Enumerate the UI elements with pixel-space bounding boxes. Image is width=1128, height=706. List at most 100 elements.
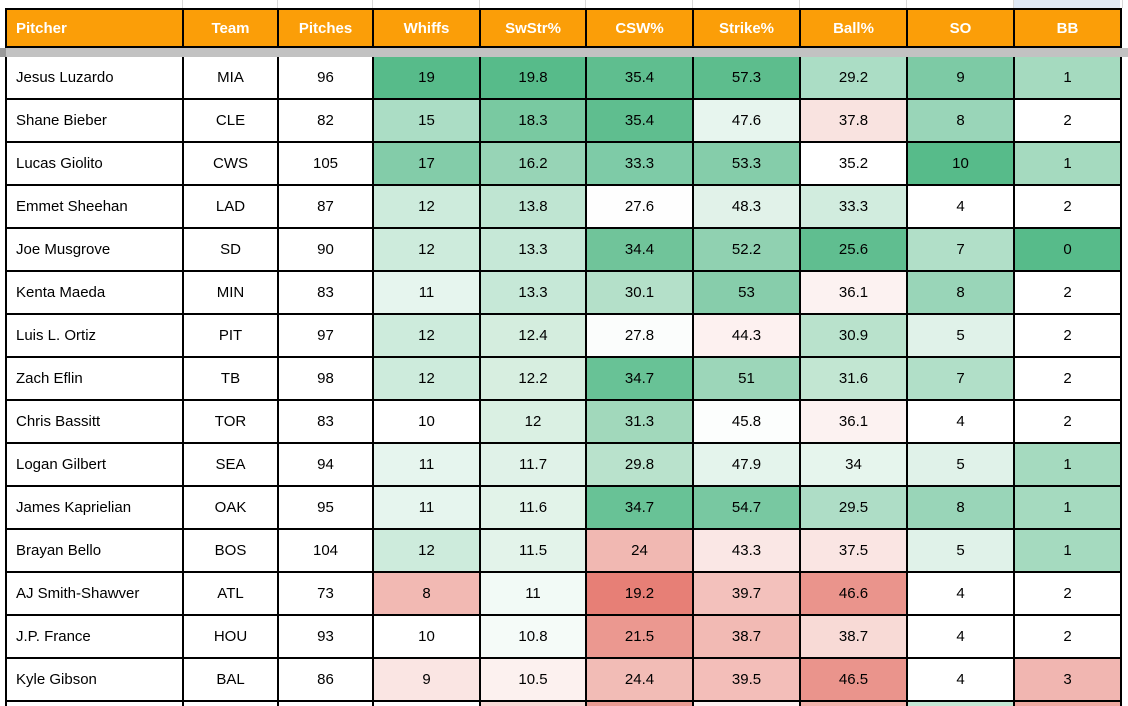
cell-team[interactable] — [184, 702, 279, 706]
cell-bb[interactable]: 1 — [1015, 57, 1122, 98]
cell-ball[interactable]: 31.6 — [801, 358, 908, 399]
cell-swstr[interactable]: 13.8 — [481, 186, 587, 227]
cell-ball[interactable]: 33.3 — [801, 186, 908, 227]
cell-whiffs[interactable]: 19 — [374, 57, 481, 98]
cell-bb[interactable]: 2 — [1015, 186, 1122, 227]
cell-pitches[interactable]: 87 — [279, 186, 374, 227]
cell-swstr[interactable]: 12.4 — [481, 315, 587, 356]
cell-bb[interactable]: 1 — [1015, 444, 1122, 485]
cell-pitches[interactable]: 94 — [279, 444, 374, 485]
cell-strike[interactable]: 57.3 — [694, 57, 801, 98]
cell-pitcher[interactable]: Shane Bieber — [7, 100, 184, 141]
cell-pitcher[interactable]: Logan Gilbert — [7, 444, 184, 485]
cell-whiffs[interactable]: 15 — [374, 100, 481, 141]
cell-pitcher[interactable]: Kyle Gibson — [7, 659, 184, 700]
cell-pitches[interactable]: 90 — [279, 229, 374, 270]
cell-whiffs[interactable]: 12 — [374, 315, 481, 356]
cell-pitcher[interactable]: Joe Musgrove — [7, 229, 184, 270]
cell-csw[interactable] — [587, 702, 694, 706]
cell-pitches[interactable]: 96 — [279, 57, 374, 98]
cell-so[interactable]: 5 — [908, 530, 1015, 571]
cell-whiffs[interactable]: 9 — [374, 659, 481, 700]
cell-bb[interactable] — [1015, 702, 1122, 706]
cell-csw[interactable]: 34.7 — [587, 358, 694, 399]
cell-team[interactable]: CWS — [184, 143, 279, 184]
column-header-ball[interactable]: Ball% — [801, 10, 908, 46]
cell-whiffs[interactable]: 10 — [374, 616, 481, 657]
cell-pitches[interactable]: 83 — [279, 401, 374, 442]
cell-so[interactable]: 4 — [908, 573, 1015, 614]
cell-pitcher[interactable]: Lucas Giolito — [7, 143, 184, 184]
cell-pitcher[interactable]: Chris Bassitt — [7, 401, 184, 442]
cell-so[interactable]: 8 — [908, 487, 1015, 528]
cell-strike[interactable]: 39.7 — [694, 573, 801, 614]
cell-pitches[interactable]: 95 — [279, 487, 374, 528]
cell-so[interactable] — [908, 702, 1015, 706]
cell-whiffs[interactable]: 11 — [374, 444, 481, 485]
cell-strike[interactable]: 48.3 — [694, 186, 801, 227]
cell-bb[interactable]: 1 — [1015, 143, 1122, 184]
cell-swstr[interactable]: 13.3 — [481, 229, 587, 270]
cell-bb[interactable]: 1 — [1015, 487, 1122, 528]
cell-ball[interactable]: 37.8 — [801, 100, 908, 141]
column-header-team[interactable]: Team — [184, 10, 279, 46]
cell-team[interactable]: HOU — [184, 616, 279, 657]
cell-so[interactable]: 4 — [908, 659, 1015, 700]
cell-swstr[interactable]: 16.2 — [481, 143, 587, 184]
cell-ball[interactable]: 29.2 — [801, 57, 908, 98]
cell-strike[interactable]: 43.3 — [694, 530, 801, 571]
cell-pitches[interactable]: 83 — [279, 272, 374, 313]
cell-bb[interactable]: 0 — [1015, 229, 1122, 270]
cell-csw[interactable]: 19.2 — [587, 573, 694, 614]
cell-ball[interactable]: 36.1 — [801, 401, 908, 442]
cell-strike[interactable]: 53 — [694, 272, 801, 313]
cell-whiffs[interactable]: 11 — [374, 487, 481, 528]
cell-swstr[interactable]: 13.3 — [481, 272, 587, 313]
cell-pitcher[interactable]: James Kaprielian — [7, 487, 184, 528]
cell-so[interactable]: 8 — [908, 272, 1015, 313]
column-header-bb[interactable]: BB — [1015, 10, 1122, 46]
cell-bb[interactable]: 3 — [1015, 659, 1122, 700]
cell-so[interactable]: 4 — [908, 401, 1015, 442]
cell-bb[interactable]: 2 — [1015, 272, 1122, 313]
cell-so[interactable]: 7 — [908, 358, 1015, 399]
column-header-pitches[interactable]: Pitches — [279, 10, 374, 46]
cell-whiffs[interactable]: 17 — [374, 143, 481, 184]
cell-whiffs[interactable]: 8 — [374, 573, 481, 614]
cell-swstr[interactable]: 11.5 — [481, 530, 587, 571]
cell-so[interactable]: 5 — [908, 315, 1015, 356]
cell-so[interactable]: 5 — [908, 444, 1015, 485]
cell-ball[interactable]: 29.5 — [801, 487, 908, 528]
cell-swstr[interactable]: 11.7 — [481, 444, 587, 485]
cell-csw[interactable]: 33.3 — [587, 143, 694, 184]
cell-strike[interactable]: 47.9 — [694, 444, 801, 485]
cell-csw[interactable]: 21.5 — [587, 616, 694, 657]
cell-team[interactable]: TB — [184, 358, 279, 399]
cell-so[interactable]: 9 — [908, 57, 1015, 98]
cell-pitches[interactable] — [279, 702, 374, 706]
cell-csw[interactable]: 27.8 — [587, 315, 694, 356]
cell-swstr[interactable]: 10.5 — [481, 659, 587, 700]
cell-team[interactable]: TOR — [184, 401, 279, 442]
cell-team[interactable]: CLE — [184, 100, 279, 141]
cell-strike[interactable]: 54.7 — [694, 487, 801, 528]
cell-pitches[interactable]: 105 — [279, 143, 374, 184]
cell-pitches[interactable]: 93 — [279, 616, 374, 657]
cell-bb[interactable]: 2 — [1015, 315, 1122, 356]
cell-pitcher[interactable]: Kenta Maeda — [7, 272, 184, 313]
cell-so[interactable]: 8 — [908, 100, 1015, 141]
cell-team[interactable]: ATL — [184, 573, 279, 614]
cell-team[interactable]: LAD — [184, 186, 279, 227]
cell-ball[interactable]: 25.6 — [801, 229, 908, 270]
cell-csw[interactable]: 30.1 — [587, 272, 694, 313]
cell-ball[interactable]: 38.7 — [801, 616, 908, 657]
cell-whiffs[interactable]: 12 — [374, 530, 481, 571]
cell-strike[interactable]: 53.3 — [694, 143, 801, 184]
cell-ball[interactable]: 30.9 — [801, 315, 908, 356]
cell-whiffs[interactable]: 12 — [374, 229, 481, 270]
cell-ball[interactable]: 37.5 — [801, 530, 908, 571]
frozen-row-divider[interactable] — [0, 48, 1128, 57]
cell-csw[interactable]: 29.8 — [587, 444, 694, 485]
cell-pitcher[interactable]: Emmet Sheehan — [7, 186, 184, 227]
cell-so[interactable]: 7 — [908, 229, 1015, 270]
